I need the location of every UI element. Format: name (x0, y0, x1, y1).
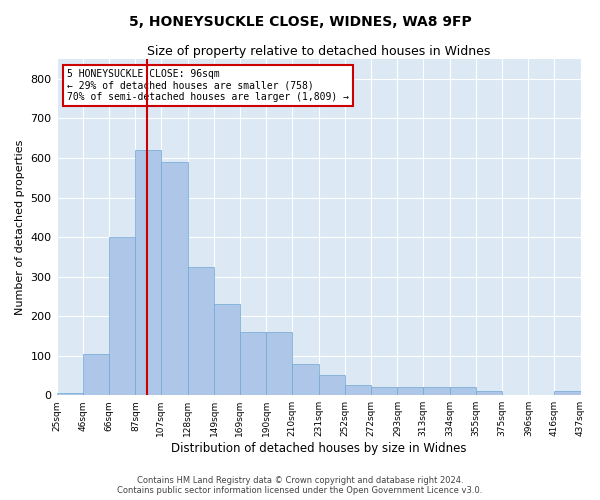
Bar (345, 386, 371, 395)
Bar (292, 364, 319, 395)
Title: Size of property relative to detached houses in Widnes: Size of property relative to detached ho… (147, 45, 490, 58)
Bar (56, 393, 83, 395)
Bar (371, 388, 397, 395)
X-axis label: Distribution of detached houses by size in Widnes: Distribution of detached houses by size … (171, 442, 466, 455)
Bar (423, 388, 449, 395)
Text: 5, HONEYSUCKLE CLOSE, WIDNES, WA8 9FP: 5, HONEYSUCKLE CLOSE, WIDNES, WA8 9FP (128, 15, 472, 29)
Bar (136, 150, 161, 395)
Bar (214, 304, 239, 395)
Bar (188, 266, 214, 395)
Bar (476, 392, 502, 395)
Text: Contains HM Land Registry data © Crown copyright and database right 2024.
Contai: Contains HM Land Registry data © Crown c… (118, 476, 482, 495)
Bar (554, 392, 581, 395)
Bar (449, 388, 476, 395)
Bar (109, 237, 136, 395)
Bar (397, 388, 423, 395)
Bar (83, 354, 109, 395)
Bar (266, 332, 292, 395)
Bar (319, 376, 345, 395)
Bar (161, 162, 188, 395)
Bar (239, 332, 266, 395)
Text: 5 HONEYSUCKLE CLOSE: 96sqm
← 29% of detached houses are smaller (758)
70% of sem: 5 HONEYSUCKLE CLOSE: 96sqm ← 29% of deta… (67, 69, 349, 102)
Y-axis label: Number of detached properties: Number of detached properties (15, 140, 25, 315)
